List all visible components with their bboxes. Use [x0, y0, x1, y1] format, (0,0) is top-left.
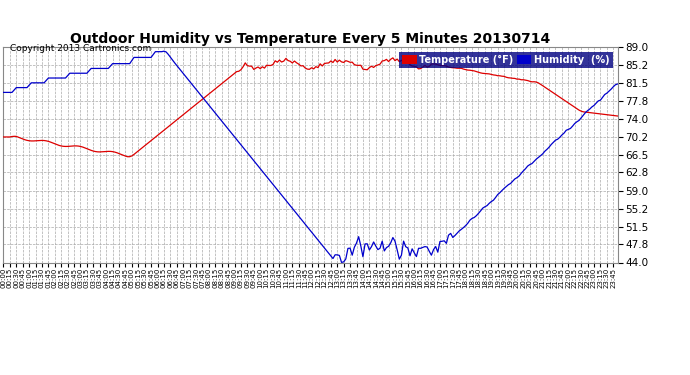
Title: Outdoor Humidity vs Temperature Every 5 Minutes 20130714: Outdoor Humidity vs Temperature Every 5 …	[70, 32, 551, 46]
Legend: Temperature (°F), Humidity  (%): Temperature (°F), Humidity (%)	[399, 52, 613, 68]
Text: Copyright 2013 Cartronics.com: Copyright 2013 Cartronics.com	[10, 44, 152, 52]
